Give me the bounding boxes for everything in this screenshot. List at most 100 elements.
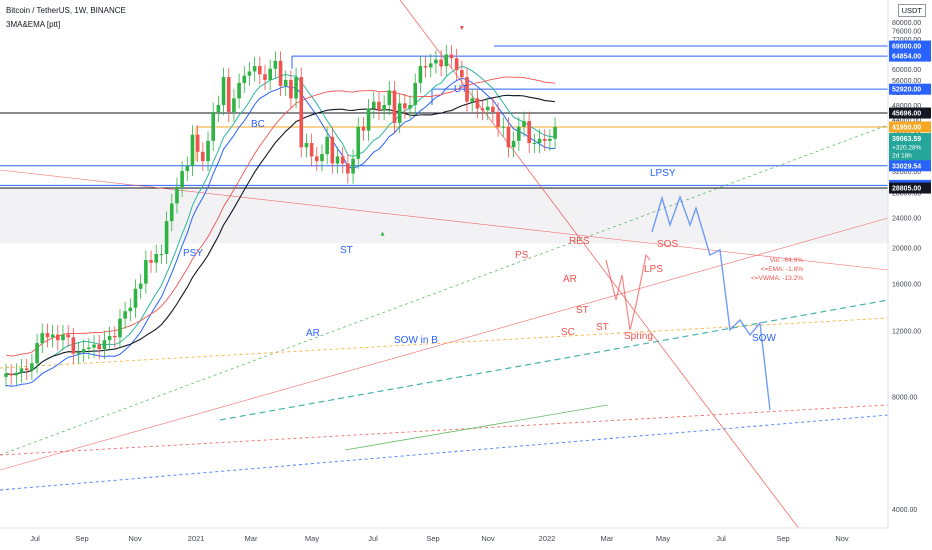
candle-body (45, 333, 50, 338)
candle-body (548, 138, 552, 141)
candle-body (154, 253, 159, 263)
currency-badge[interactable]: USDT (897, 4, 926, 17)
candle-body (278, 60, 283, 86)
candle-body (496, 111, 500, 127)
price-tag-extra-1: 2d 18h (892, 153, 912, 160)
x-tick-3: 2021 (188, 534, 205, 543)
y-tick-8: 48000.00 (892, 103, 921, 110)
chart-title: Bitcoin / TetherUS, 1W, BINANCE (6, 6, 126, 15)
candle-body (491, 106, 495, 112)
candle-body (283, 79, 288, 86)
range-band (0, 188, 888, 244)
candle-body (206, 140, 210, 162)
trend-line-5 (0, 404, 889, 456)
candle-body (92, 344, 96, 348)
candle-body (144, 260, 148, 284)
candle-body (382, 105, 386, 111)
marker-down-0 (439, 64, 444, 69)
candle-body (475, 98, 480, 109)
candle-body (61, 334, 65, 341)
candle-body (517, 126, 521, 141)
candle-body (102, 340, 107, 350)
candle-body (195, 134, 200, 152)
indicator-label[interactable]: 3MA&EMA [ptt] (6, 20, 61, 29)
y-tick-15: 20000.00 (892, 245, 921, 252)
candle-body (304, 143, 309, 148)
x-tick-7: Sep (426, 534, 439, 543)
candle-body (190, 134, 195, 166)
projection-paths (605, 194, 771, 411)
candle-body (428, 63, 433, 68)
y-tick-9: 44000.00 (892, 117, 921, 124)
candle-body (351, 158, 355, 174)
candle-body (299, 77, 304, 148)
candle-body (315, 156, 319, 162)
candle-body (454, 58, 459, 71)
candle-body (366, 108, 371, 131)
candle-body (76, 352, 81, 354)
candle-body (40, 333, 45, 344)
x-tick-14: Nov (835, 534, 849, 543)
candle-body (118, 318, 122, 338)
candle-body (527, 121, 531, 144)
candle-body (185, 165, 190, 171)
candle-body (444, 54, 449, 67)
price-tag-label-8: 28805.00 (892, 186, 921, 193)
annotation-red-6: Spring (624, 331, 653, 342)
candle-body (211, 111, 215, 141)
price-tag-label-0: 69000.00 (892, 44, 921, 51)
candle-body (387, 90, 392, 106)
annotation-red-5: ST (596, 322, 609, 333)
x-tick-0: Jul (30, 534, 40, 543)
annotation-blue-3: ST (340, 245, 353, 256)
candle-body (480, 108, 485, 111)
annotation-blue-4: SOW in B (394, 335, 438, 346)
candle-body (175, 186, 179, 204)
candle-body (408, 105, 412, 109)
x-tick-10: Mar (601, 534, 614, 543)
y-tick-5: 60000.00 (892, 67, 921, 74)
annotation-red-8: SOS (657, 239, 678, 250)
candle-body (221, 77, 226, 106)
price-tag-extra-0: +320.28% (892, 145, 922, 152)
candle-body (403, 103, 407, 109)
trend-line-8 (344, 404, 609, 451)
candle-body (553, 126, 557, 139)
candle-body (247, 71, 252, 76)
projection-blue (651, 194, 771, 411)
trend-line-4 (219, 299, 889, 421)
candle-body (263, 74, 267, 80)
y-tick-14: 24000.00 (892, 216, 921, 223)
x-tick-1: Sep (75, 534, 88, 543)
trend-line-3 (0, 124, 889, 456)
candle-body (371, 101, 376, 109)
price-tag-1 (889, 50, 931, 62)
y-tick-1: 76000.00 (892, 28, 921, 35)
ma-slow (5, 94, 556, 376)
projection-red (605, 253, 651, 331)
x-tick-13: Sep (776, 534, 789, 543)
candle-body (413, 82, 418, 106)
candle-body (320, 154, 324, 162)
candle-body (434, 59, 438, 64)
candle-body (330, 136, 335, 164)
candle-body (169, 203, 174, 222)
candle-body (81, 349, 86, 353)
candle-body (470, 98, 474, 102)
candle-body (449, 54, 454, 59)
marker-down-1 (459, 26, 464, 31)
annotation-red-2: AR (563, 274, 577, 285)
candle-body (71, 337, 76, 354)
stat-2: <=VWMA: -13.2% (751, 275, 803, 282)
candle-body (242, 75, 247, 83)
candle-body (9, 373, 13, 376)
candle-body (511, 140, 516, 148)
candle-body (107, 335, 112, 341)
candle-body (392, 90, 397, 123)
price-tag-label-6: 33029.54 (892, 163, 921, 170)
candle-body (138, 283, 143, 289)
y-tick-18: 8000.00 (892, 394, 917, 401)
x-tick-9: 2022 (539, 534, 556, 543)
